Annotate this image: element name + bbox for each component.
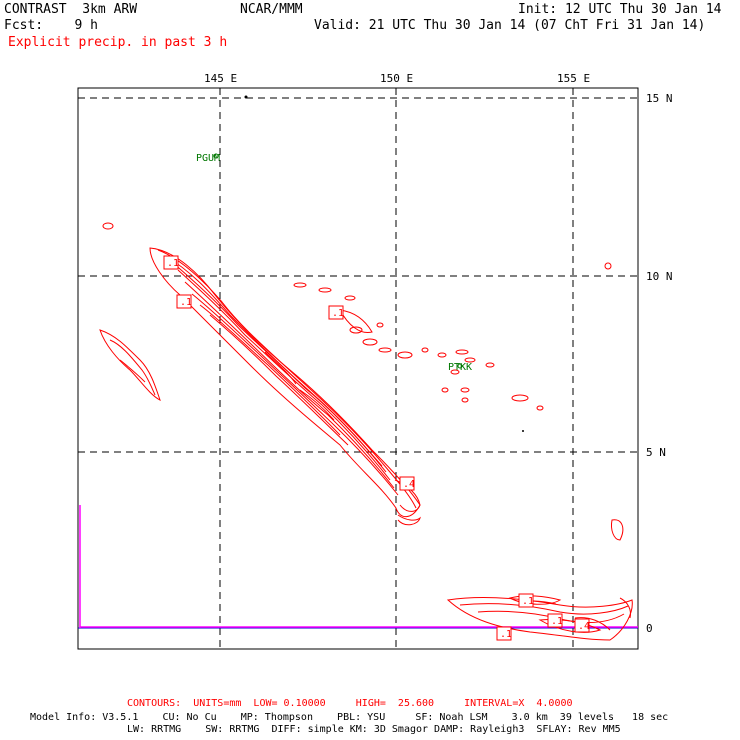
lon-label-145: 145 E <box>204 72 237 85</box>
forecast-hour: Fcst: 9 h <box>4 18 98 33</box>
contour-label: .1 <box>518 593 534 608</box>
contour-labels: .1 .1 .1 .4 .1 .1 .4 .1 <box>163 255 590 641</box>
contour-label: .4 <box>574 618 590 633</box>
contour-label: .1 <box>328 305 344 320</box>
organization: NCAR/MMM <box>240 2 303 17</box>
contour-label: .1 <box>176 294 192 309</box>
station-pgum: PGUM <box>196 153 220 164</box>
valid-time: Valid: 21 UTC Thu 30 Jan 14 (07 ChT Fri … <box>314 18 706 33</box>
graticule <box>78 88 638 649</box>
contour-label: .1 <box>163 255 179 270</box>
station-marker-icon <box>213 153 219 159</box>
contour-label: .1 <box>496 626 512 641</box>
contour-label-text: .1 <box>500 629 512 640</box>
contour-label: .1 <box>547 613 563 628</box>
lat-label-5: 5 N <box>646 446 666 459</box>
contour-info: CONTOURS: UNITS=mm LOW= 0.10000 HIGH= 25… <box>127 698 573 709</box>
model-info-line2: LW: RRTMG SW: RRTMG DIFF: simple KM: 3D … <box>127 724 621 735</box>
contour-label-text: .1 <box>180 297 192 308</box>
contour-label: .4 <box>399 476 415 491</box>
model-info-line1: Model Info: V3.5.1 CU: No Cu MP: Thompso… <box>30 712 669 723</box>
contour-label-text: .4 <box>578 621 590 632</box>
lat-label-10: 10 N <box>646 270 673 283</box>
stations: PGUM PTKK <box>196 153 472 373</box>
field-title: Explicit precip. in past 3 h <box>8 35 228 50</box>
station-marker-icon <box>457 363 463 369</box>
contour-label-text: .4 <box>403 479 415 490</box>
lon-label-155: 155 E <box>557 72 590 85</box>
map-frame <box>77 87 639 650</box>
lat-label-15: 15 N <box>646 92 673 105</box>
lat-label-0: 0 <box>646 622 653 635</box>
contour-label-text: .1 <box>332 308 344 319</box>
precip-contours <box>99 222 633 641</box>
contour-label-text: .1 <box>167 258 179 269</box>
island-marker-icon <box>522 430 524 432</box>
init-time: Init: 12 UTC Thu 30 Jan 14 <box>518 2 722 17</box>
island-marker-icon <box>244 95 248 99</box>
contour-label-text: .1 <box>522 596 534 607</box>
lon-label-150: 150 E <box>380 72 413 85</box>
contour-label-text: .1 <box>551 616 563 627</box>
model-title: CONTRAST 3km ARW <box>4 2 138 17</box>
